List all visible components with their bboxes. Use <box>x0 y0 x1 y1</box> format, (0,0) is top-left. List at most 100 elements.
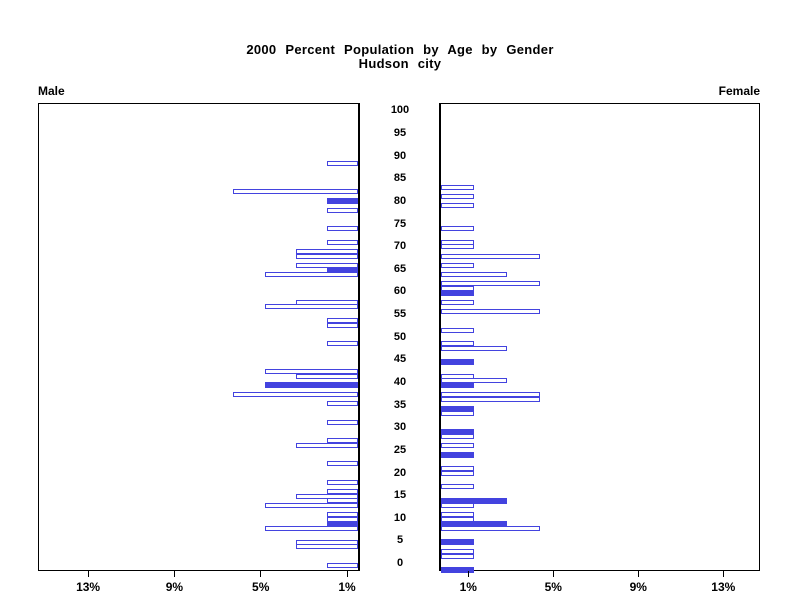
pyramid-bar-female-age-83 <box>441 184 475 190</box>
age-tick-label-75: 75 <box>393 217 407 230</box>
female-pct-tick-13 <box>722 571 724 577</box>
female-pct-tick-label-13: 13% <box>711 580 736 594</box>
pyramid-bar-male-age-27 <box>295 442 358 448</box>
pyramid-bar-male-age-12 <box>326 512 358 518</box>
male-pct-tick-9 <box>173 571 175 577</box>
age-tick-label-55: 55 <box>393 308 407 321</box>
pyramid-bar-female-age-60 <box>441 290 475 297</box>
pyramid-bar-male-age-42 <box>295 373 358 379</box>
pyramid-bar-male-age-57 <box>264 304 358 310</box>
pyramid-bar-male-age-58 <box>295 299 358 305</box>
pyramid-bar-male-age-6 <box>295 539 358 545</box>
pyramid-bar-female-age-56 <box>441 309 541 315</box>
pyramid-bar-female-age-6 <box>441 539 475 546</box>
pyramid-bar-female-age-71 <box>441 239 475 245</box>
pyramid-bar-male-age-9 <box>264 526 358 531</box>
pyramid-bar-female-age-49 <box>441 341 475 347</box>
pyramid-bar-male-age-71 <box>326 239 358 245</box>
female-panel-label: Female <box>718 84 760 98</box>
pyramid-bar-male-age-16 <box>295 493 358 499</box>
pyramid-bar-male-age-15 <box>326 498 358 504</box>
pyramid-bar-female-age-64 <box>441 272 508 278</box>
pyramid-bar-female-age-62 <box>441 281 541 287</box>
pyramid-bar-male-age-53 <box>326 322 358 328</box>
pyramid-bar-female-age-68 <box>441 253 541 259</box>
male-pct-tick-label-9: 9% <box>165 580 184 594</box>
age-tick-label-50: 50 <box>393 330 407 343</box>
age-tick-label-10: 10 <box>393 511 407 524</box>
pyramid-bar-male-age-5 <box>295 544 358 550</box>
age-tick-label-15: 15 <box>393 489 407 502</box>
pyramid-bar-female-age-3 <box>441 553 475 559</box>
pyramid-bar-male-age-28 <box>326 438 358 444</box>
chart-subtitle: Hudson city <box>358 56 442 71</box>
pyramid-bar-female-age-38 <box>441 392 541 398</box>
age-tick-label-100: 100 <box>390 104 410 117</box>
pyramid-bar-male-age-49 <box>326 341 358 347</box>
age-tick-label-0: 0 <box>396 557 404 569</box>
male-pct-tick-label-13: 13% <box>76 580 101 594</box>
age-tick-label-45: 45 <box>393 353 407 366</box>
age-tick-label-60: 60 <box>393 285 407 298</box>
pyramid-bar-female-age-14 <box>441 502 475 508</box>
pyramid-bar-male-age-14 <box>264 502 358 508</box>
female-plot-panel <box>439 103 760 573</box>
age-tick-label-5: 5 <box>396 534 404 547</box>
pyramid-bar-female-age-58 <box>441 299 475 305</box>
pyramid-bar-female-age-34 <box>441 410 475 416</box>
pyramid-bar-female-age-12 <box>441 512 475 518</box>
female-pct-tick-5 <box>552 571 554 577</box>
age-tick-label-90: 90 <box>393 149 407 162</box>
male-pct-tick-label-5: 5% <box>252 580 270 594</box>
pyramid-bar-female-age-48 <box>441 346 508 351</box>
pyramid-bar-female-age-25 <box>441 451 475 458</box>
age-tick-label-35: 35 <box>393 398 407 411</box>
pyramid-bar-male-age-82 <box>233 189 358 195</box>
pyramid-bar-female-age-70 <box>441 244 475 250</box>
age-tick-label-40: 40 <box>393 376 407 388</box>
pyramid-bar-male-age-32 <box>326 419 358 425</box>
pyramid-bar-male-age-88 <box>326 161 358 167</box>
pyramid-bar-male-age-68 <box>295 253 358 259</box>
male-pct-tick-1 <box>346 571 348 577</box>
pyramid-bar-female-age-37 <box>441 396 541 402</box>
pyramid-bar-female-age-29 <box>441 433 475 439</box>
pyramid-bar-female-age-40 <box>441 382 475 389</box>
female-pct-tick-label-9: 9% <box>629 580 647 594</box>
male-plot-panel <box>38 103 360 571</box>
pyramid-bar-male-age-80 <box>326 197 358 204</box>
male-pct-tick-13 <box>87 571 89 577</box>
pyramid-bar-male-age-40 <box>264 382 358 389</box>
chart-title: 2000 Percent Population by Age by Gender <box>246 42 554 57</box>
female-pct-tick-label-5: 5% <box>544 580 562 594</box>
age-tick-label-25: 25 <box>393 443 407 456</box>
pyramid-bar-male-age-66 <box>295 262 358 268</box>
pyramid-bar-female-age-0 <box>441 567 475 573</box>
age-tick-label-95: 95 <box>393 127 407 139</box>
pyramid-bar-male-age-17 <box>326 489 358 494</box>
pyramid-bar-male-age-69 <box>295 249 358 255</box>
pyramid-bar-female-age-27 <box>441 442 475 448</box>
female-pct-tick-1 <box>467 571 469 577</box>
pyramid-bar-male-age-54 <box>326 318 358 324</box>
pyramid-bar-male-age-19 <box>326 479 358 485</box>
pyramid-bar-male-age-64 <box>264 272 358 278</box>
pyramid-bar-female-age-4 <box>441 549 475 554</box>
age-tick-label-20: 20 <box>393 466 407 479</box>
pyramid-bar-female-age-18 <box>441 484 475 490</box>
pyramid-bar-male-age-23 <box>326 461 358 467</box>
age-tick-label-80: 80 <box>393 194 407 207</box>
pyramid-bar-male-age-36 <box>326 401 358 407</box>
pyramid-bar-male-age-38 <box>233 392 358 398</box>
male-pct-tick-5 <box>260 571 262 577</box>
pyramid-bar-female-age-42 <box>441 373 475 379</box>
pyramid-bar-female-age-9 <box>441 526 541 531</box>
female-pct-tick-9 <box>637 571 639 577</box>
age-tick-label-70: 70 <box>393 240 407 253</box>
pyramid-bar-female-age-79 <box>441 202 475 208</box>
pyramid-bar-female-age-21 <box>441 470 475 476</box>
age-tick-label-65: 65 <box>393 262 407 275</box>
age-tick-label-30: 30 <box>393 421 407 434</box>
pyramid-bar-female-age-52 <box>441 327 475 333</box>
